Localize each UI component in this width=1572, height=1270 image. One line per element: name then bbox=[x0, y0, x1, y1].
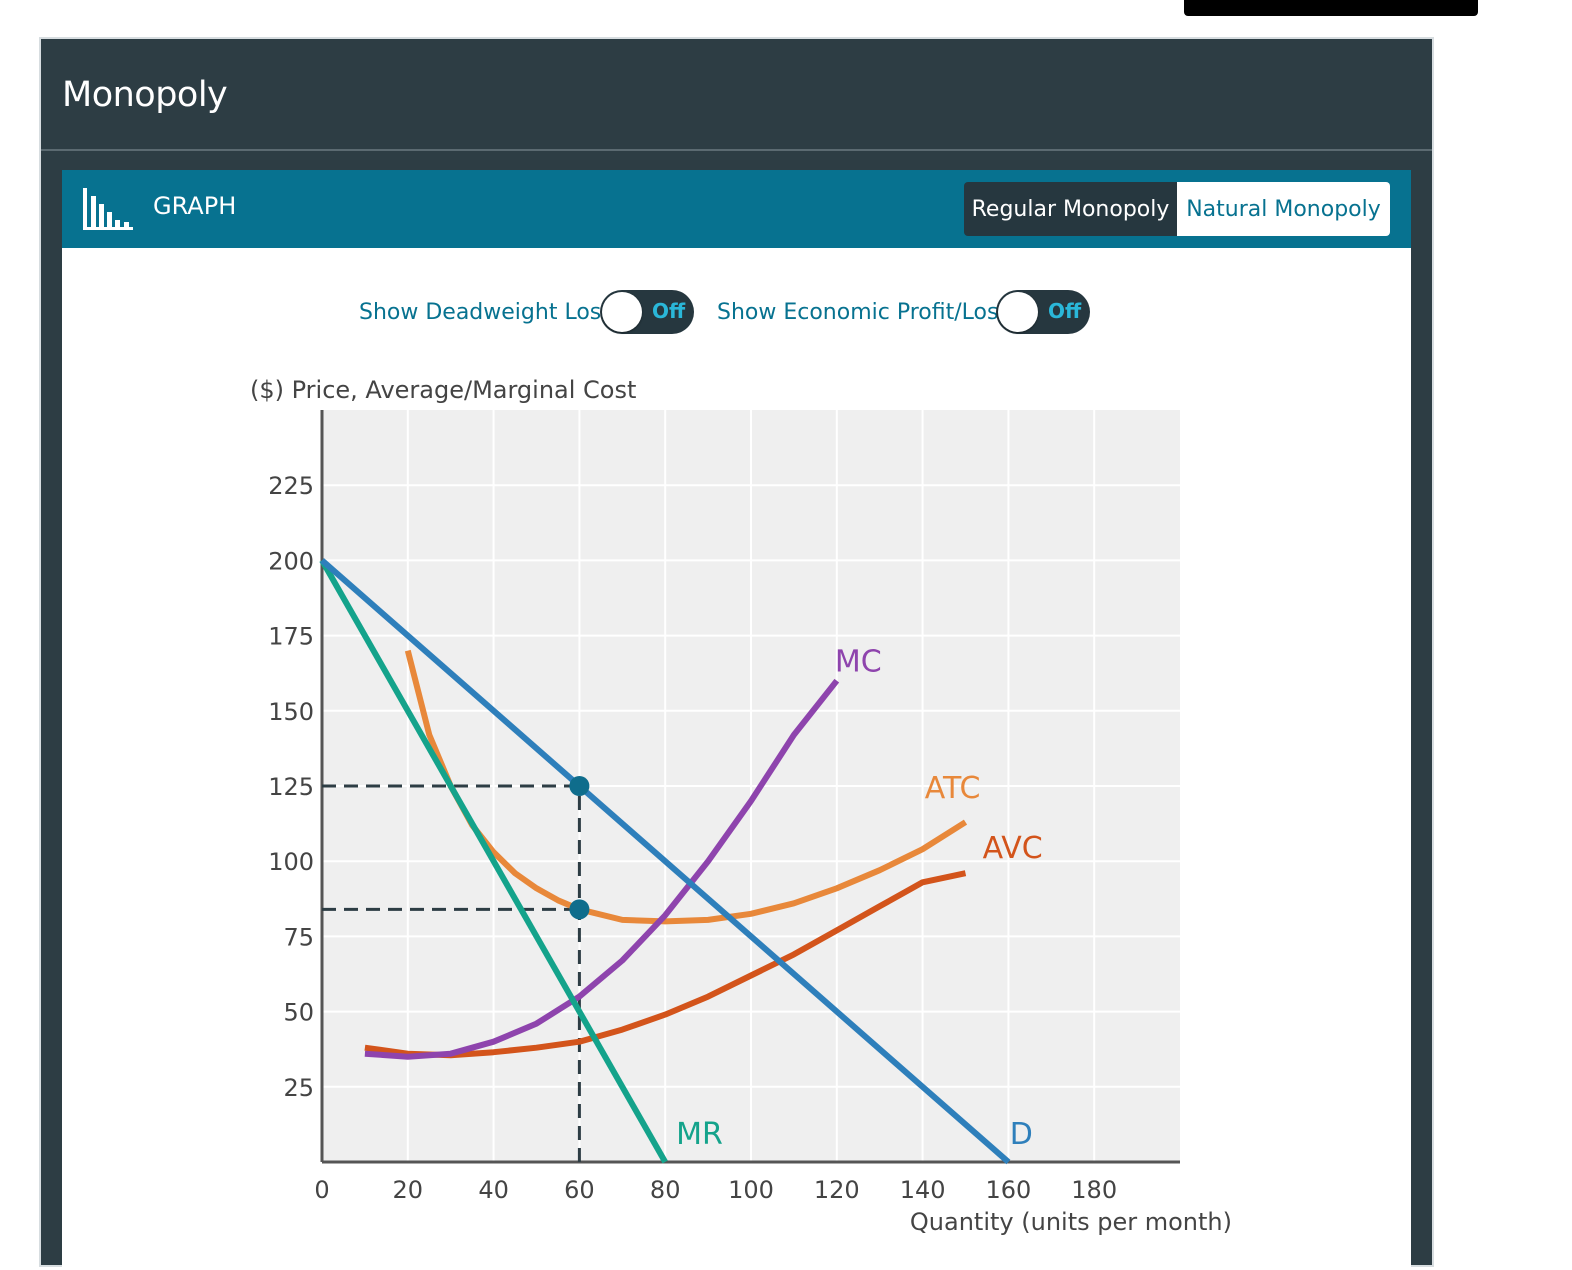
series-d-label: D bbox=[1010, 1117, 1033, 1152]
top-black-bar bbox=[1184, 0, 1478, 16]
x-tick-label: 0 bbox=[314, 1176, 329, 1204]
app-title: Monopoly bbox=[62, 75, 228, 115]
toggle-knob bbox=[602, 292, 642, 332]
y-tick-label: 200 bbox=[268, 547, 314, 575]
equilibrium-point bbox=[569, 776, 590, 796]
deadweight-loss-label: Show Deadweight Loss bbox=[359, 300, 613, 325]
toggle-row: Show Deadweight Loss Off Show Economic P… bbox=[62, 290, 1411, 340]
x-tick-label: 180 bbox=[1071, 1176, 1117, 1204]
economic-profit-loss-toggle[interactable]: Off bbox=[996, 290, 1090, 334]
y-tick-label: 225 bbox=[268, 472, 314, 500]
series-avc-line bbox=[364, 870, 967, 1059]
y-tick-label: 50 bbox=[283, 999, 314, 1027]
y-tick-label: 150 bbox=[268, 698, 314, 726]
y-tick-label: 125 bbox=[268, 773, 314, 801]
graph-panel-header: GRAPH Regular Monopoly Natural Monopoly bbox=[62, 170, 1411, 248]
x-tick-label: 140 bbox=[900, 1176, 946, 1204]
series-mc-label: MC bbox=[835, 645, 882, 680]
series-mr-line bbox=[319, 558, 668, 1164]
economic-profit-loss-label: Show Economic Profit/Loss bbox=[717, 300, 1010, 325]
x-tick-label: 100 bbox=[728, 1176, 774, 1204]
toggle-knob bbox=[998, 292, 1038, 332]
x-axis-label: Quantity (units per month) bbox=[910, 1208, 1232, 1236]
monopoly-type-selector: Regular Monopoly Natural Monopoly bbox=[964, 182, 1390, 236]
series-atc-label: ATC bbox=[925, 771, 981, 806]
x-tick-label: 40 bbox=[478, 1176, 509, 1204]
equilibrium-point bbox=[569, 899, 590, 920]
x-tick-label: 160 bbox=[985, 1176, 1031, 1204]
series-mr-label: MR bbox=[676, 1117, 723, 1152]
series-mc-line bbox=[364, 678, 840, 1060]
x-tick-label: 120 bbox=[814, 1176, 860, 1204]
y-axis-label: ($) Price, Average/Marginal Cost bbox=[250, 376, 636, 404]
y-tick-label: 25 bbox=[283, 1074, 314, 1102]
y-tick-label: 175 bbox=[268, 623, 314, 651]
tab-natural-monopoly[interactable]: Natural Monopoly bbox=[1177, 182, 1390, 236]
y-tick-label: 75 bbox=[283, 923, 314, 951]
deadweight-loss-toggle[interactable]: Off bbox=[600, 290, 694, 334]
x-tick-label: 80 bbox=[650, 1176, 681, 1204]
graph-label: GRAPH bbox=[153, 192, 237, 220]
toggle-state-text: Off bbox=[652, 299, 686, 323]
series-d-line bbox=[320, 558, 1011, 1165]
series-avc-label: AVC bbox=[983, 831, 1043, 866]
bar-chart-icon bbox=[83, 188, 133, 230]
x-tick-label: 20 bbox=[393, 1176, 424, 1204]
toggle-state-text: Off bbox=[1048, 299, 1082, 323]
tab-regular-monopoly[interactable]: Regular Monopoly bbox=[964, 182, 1177, 236]
x-tick-label: 60 bbox=[564, 1176, 595, 1204]
app-header: Monopoly bbox=[41, 39, 1432, 151]
y-tick-label: 100 bbox=[268, 848, 314, 876]
